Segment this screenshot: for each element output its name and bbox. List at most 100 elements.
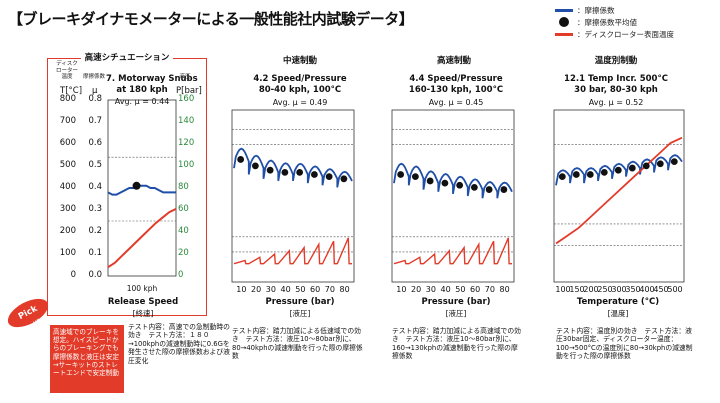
legend-item-mu: ：摩擦係数 — [555, 4, 674, 16]
legend-label: ：摩擦係数 — [577, 5, 615, 15]
chart2-avg-point — [441, 179, 449, 187]
chart1-xlabel: Pressure (bar) — [265, 297, 335, 307]
chart0-xlabel-sub: [終速] — [132, 309, 154, 318]
pressure-tick: 60 — [178, 204, 189, 214]
chart2-subtitle: 160-130 kph, 100°C — [408, 85, 504, 95]
chart3-description: テスト内容：温度別の効き テスト方法：液圧30bar固定、ディスクローター温度：… — [556, 327, 693, 361]
chart2-name: 高速制動 — [436, 56, 471, 66]
chart0-avg-point — [132, 181, 141, 190]
chart1-title: 4.2 Speed/Pressure — [253, 74, 347, 84]
highlight-title-text: 高速シチュエーション — [80, 53, 174, 63]
chart0-xtick: 100 kph — [126, 284, 158, 293]
chart3-avg-point — [670, 158, 678, 166]
chart2-avg-point — [397, 171, 405, 178]
chart1-description: テスト内容：踏力加減による低速域での効き テスト方法：液圧10～80bar別に、… — [232, 327, 363, 361]
legend-line-red — [555, 32, 573, 36]
chart0-xlabel: Release Speed — [107, 297, 179, 307]
chart0-subtitle: at 180 kph — [116, 85, 168, 95]
axis-header-p: 液圧 — [179, 74, 191, 80]
unit-temp: T[°C] — [60, 86, 83, 96]
chart3-xtick: 300 — [611, 285, 627, 294]
chart1-xtick: 30 — [265, 285, 276, 294]
chart1-avg-point — [237, 156, 245, 163]
chart1-pressure-line — [233, 237, 352, 265]
chart2-mu-line — [393, 162, 513, 199]
mu-tick: 0.8 — [88, 94, 102, 104]
chart1-avg-point — [281, 168, 289, 176]
temp-tick: 500 — [59, 160, 76, 170]
chart2-xtick: 70 — [484, 285, 495, 294]
chart1-frame — [231, 109, 355, 283]
pickup-callout: 高速域でのブレーキを想定。ハイスピードからのブレーキングでも摩擦係数と液圧は安定… — [50, 325, 124, 393]
chart2-xtick: 80 — [499, 285, 510, 294]
mu-tick: 0.2 — [88, 226, 102, 236]
chart0-avg: Avg. μ = 0.44 — [114, 97, 170, 106]
chart3-avg: Avg. μ = 0.52 — [588, 98, 644, 107]
legend: ：摩擦係数 ：摩擦係数平均値 ：ディスクローター表面温度 — [555, 4, 674, 40]
unit-p: P[bar] — [176, 86, 202, 96]
unit-mu: μ — [92, 86, 98, 96]
chart3-xtick: 450 — [653, 285, 669, 294]
chart3-avg-point — [628, 164, 636, 172]
chart0-frame — [107, 99, 177, 277]
chart1-mu-line — [233, 147, 353, 188]
mu-tick: 0.5 — [88, 160, 102, 170]
chart1-xtick: 60 — [310, 285, 321, 294]
pressure-tick: 100 — [178, 160, 195, 170]
chart2-xtick: 50 — [455, 285, 466, 294]
chart2-avg-point — [456, 181, 464, 189]
chart2-xtick: 60 — [470, 285, 481, 294]
chart1-xtick: 10 — [236, 285, 247, 294]
chart1-xlabel-sub: [液圧] — [289, 309, 311, 318]
chart2-xtick: 10 — [396, 285, 407, 294]
chart1-name: 中速制動 — [282, 56, 317, 66]
chart3-xtick: 500 — [667, 285, 683, 294]
chart2-avg-point — [485, 186, 493, 193]
pressure-tick: 120 — [178, 138, 195, 148]
chart1-xtick: 80 — [339, 285, 350, 294]
chart3-xtick: 200 — [583, 285, 599, 294]
chart3-avg-point — [614, 166, 622, 174]
chart1-xtick: 70 — [324, 285, 335, 294]
chart3-avg-point — [572, 171, 580, 178]
highlight-title: 高速シチュエーション — [47, 51, 207, 63]
chart2-xtick: 30 — [425, 285, 436, 294]
temp-tick: 800 — [59, 94, 76, 104]
axis-header-mu: 摩擦係数 — [83, 74, 106, 80]
chart3-frame — [553, 109, 685, 283]
chart3-title: 12.1 Temp Incr. 500°C — [564, 74, 668, 84]
chart2-xlabel: Pressure (bar) — [421, 297, 491, 307]
chart2-title: 4.4 Speed/Pressure — [409, 74, 503, 84]
chart1-xtick: 40 — [280, 285, 291, 294]
mu-tick: 0.0 — [88, 270, 102, 280]
chart2-xtick: 40 — [440, 285, 451, 294]
chart3-xtick: 150 — [569, 285, 585, 294]
pressure-tick: 140 — [178, 116, 195, 126]
temp-tick: 600 — [59, 138, 76, 148]
chart3-xlabel: Temperature (°C) — [576, 297, 660, 307]
chart1-subtitle: 80-40 kph, 100°C — [258, 85, 342, 95]
chart1-avg-point — [251, 162, 259, 170]
mu-tick: 0.7 — [88, 116, 102, 126]
temp-tick: 0 — [70, 270, 76, 280]
chart2-xlabel-sub: [液圧] — [445, 309, 467, 318]
legend-line-blue — [555, 8, 573, 12]
chart1-xtick: 50 — [295, 285, 306, 294]
chart3-xtick: 100 — [555, 285, 571, 294]
chart1-avg-point — [266, 166, 274, 174]
chart2-avg-point — [411, 173, 419, 181]
chart2-description: テスト内容：踏力加減による高速域での効き テスト方法：液圧10～80bar別に、… — [392, 327, 521, 361]
chart3-avg-point — [642, 162, 650, 170]
legend-dot — [559, 17, 569, 27]
pressure-tick: 20 — [178, 248, 189, 258]
chart1-xtick: 20 — [251, 285, 262, 294]
pressure-tick: 160 — [178, 94, 195, 104]
chart2-pressure-line — [393, 237, 512, 265]
temp-tick: 100 — [59, 248, 76, 258]
temp-tick: 200 — [59, 226, 76, 236]
axis-header-temp: ディスクローター温度 — [56, 61, 79, 80]
chart2-avg: Avg. μ = 0.45 — [428, 98, 484, 107]
chart0-title: 7. Motorway Snubs — [106, 74, 198, 84]
pressure-tick: 40 — [178, 226, 189, 236]
pressure-tick: 80 — [178, 182, 189, 192]
